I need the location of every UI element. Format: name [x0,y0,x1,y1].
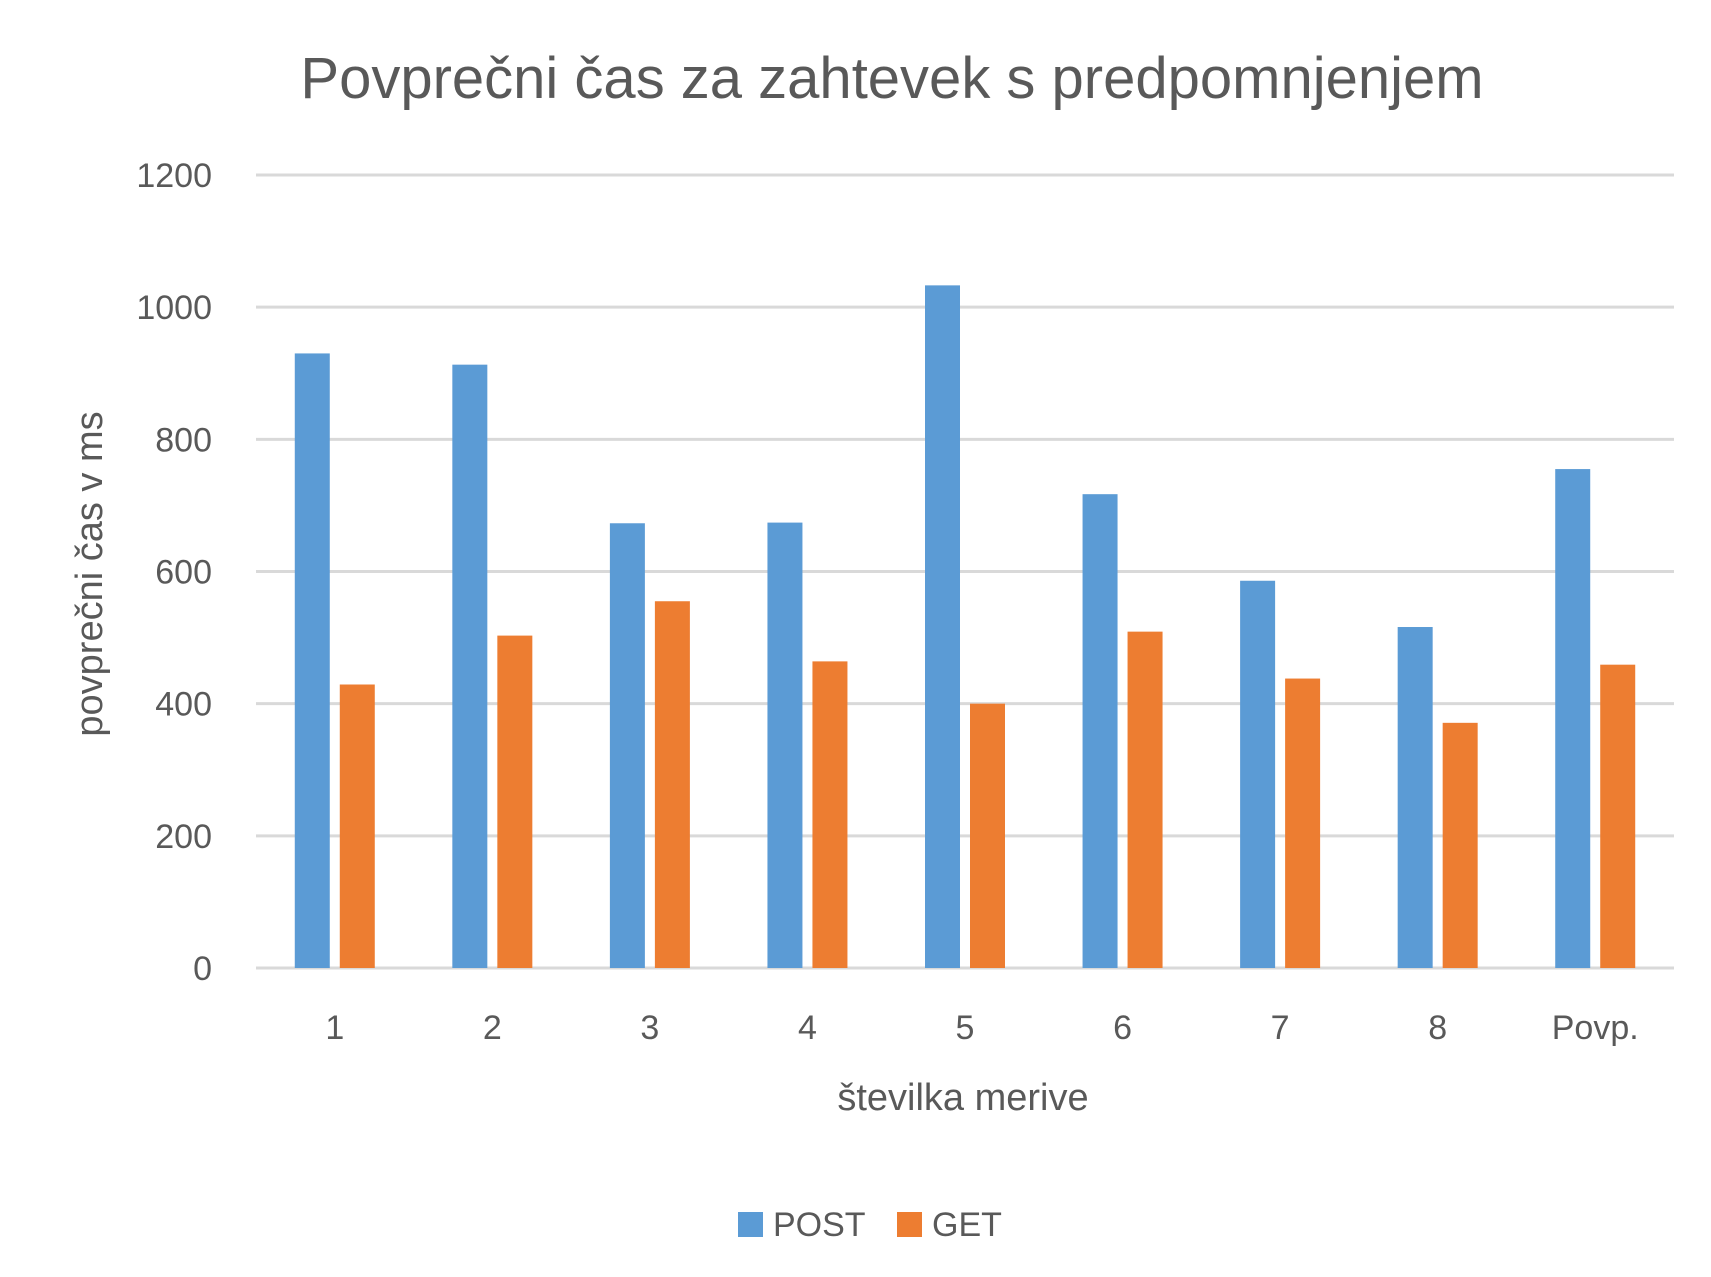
y-tick-label: 200 [155,818,212,856]
bar-get-5 [970,703,1005,968]
x-tick-label: 6 [1113,1009,1132,1047]
y-axis-label: povprečni čas v ms [69,411,111,736]
legend-label-get: GET [932,1206,1002,1244]
bar-get-1 [339,684,375,968]
bar-get-8 [1442,722,1478,968]
y-tick-label: 800 [155,421,212,459]
x-tick-label: 4 [798,1009,817,1047]
bars [294,285,1636,969]
x-axis-label: številka merive [837,1077,1088,1119]
bar-post-7 [1240,580,1276,968]
bar-post-5 [925,285,960,969]
bar-post-9 [1555,469,1591,968]
y-tick-label: 600 [155,554,212,592]
bar-post-6 [1082,494,1118,968]
bar-post-8 [1397,627,1433,968]
x-tick-label: Povp. [1552,1009,1639,1047]
bar-get-7 [1285,678,1321,968]
legend-swatch-post [738,1212,763,1237]
chart-title: Povprečni čas za zahtevek s predpomnjenj… [300,46,1483,111]
bar-get-3 [654,601,690,968]
bar-post-3 [609,523,645,968]
bar-post-4 [767,522,803,968]
x-tick-label: 8 [1428,1009,1447,1047]
x-tick-label: 7 [1271,1009,1290,1047]
bar-get-9 [1600,664,1636,968]
y-tick-label: 0 [193,950,212,988]
y-tick-label: 1000 [136,289,212,327]
bar-post-1 [294,353,330,968]
y-tick-label: 1200 [136,157,212,195]
bar-get-2 [497,635,533,968]
x-tick-label: 1 [325,1009,344,1047]
bar-post-2 [452,364,488,968]
gridlines [256,173,1674,970]
x-axis-ticks: 1 2 3 4 5 6 7 8 Povp. [325,1009,1638,1047]
x-tick-label: 2 [483,1009,502,1047]
bar-get-6 [1127,631,1163,968]
x-tick-label: 3 [640,1009,659,1047]
bar-get-4 [812,661,848,968]
legend: POST GET [738,1206,1002,1244]
y-axis-ticks: 0 200 400 600 800 1000 1200 [136,157,212,988]
x-tick-label: 5 [956,1009,975,1047]
y-tick-label: 400 [155,686,212,724]
legend-label-post: POST [773,1206,866,1244]
legend-swatch-get [897,1212,922,1237]
